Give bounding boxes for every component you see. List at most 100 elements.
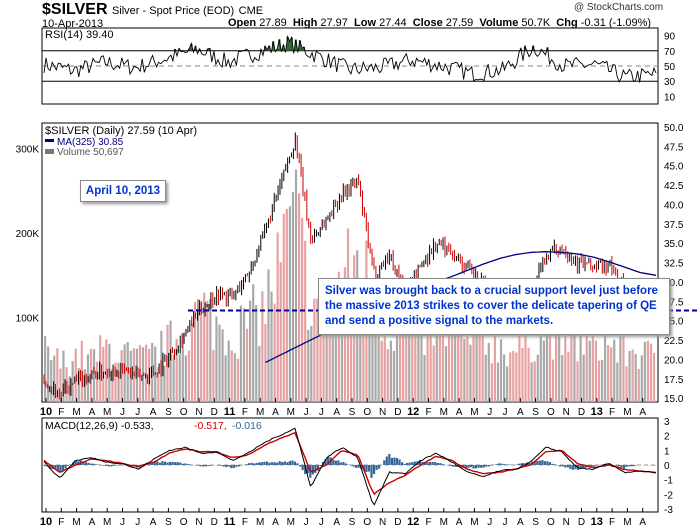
- callout-annotation: Silver was brought back to a crucial sup…: [318, 278, 670, 335]
- macd-histogram-bar: [311, 465, 314, 475]
- volume-bar: [607, 345, 610, 402]
- volume-bar: [117, 362, 120, 402]
- macd-histogram-bar: [523, 463, 526, 465]
- x-tick-label: M: [72, 517, 80, 528]
- macd-histogram-bar: [528, 462, 531, 465]
- volume-bar: [438, 315, 441, 402]
- price-y-tick-label: 45.0: [664, 162, 684, 173]
- rsi-line: [43, 35, 657, 83]
- macd-histogram-bar: [520, 463, 524, 465]
- volume-bar: [414, 313, 417, 402]
- macd-histogram-bar: [84, 462, 87, 465]
- volume-legend-swatch: [45, 149, 54, 154]
- volume-bar: [533, 361, 536, 402]
- x-tick-label: A: [517, 517, 524, 528]
- macd-histogram-bar: [324, 458, 327, 465]
- ma-legend-swatch: [45, 139, 54, 142]
- x-tick-label: A: [89, 517, 96, 528]
- volume-bar: [193, 301, 197, 402]
- macd-y-tick-label: 2: [664, 432, 670, 443]
- macd-histogram-bar: [622, 465, 626, 469]
- macd-histogram-bar: [617, 465, 620, 467]
- macd-histogram-bar: [153, 461, 156, 465]
- x-tick-label: D: [211, 407, 218, 418]
- volume-bar: [227, 340, 230, 402]
- macd-histogram-bar: [171, 461, 174, 465]
- volume-bar: [218, 324, 221, 402]
- macd-histogram-bar: [378, 465, 381, 469]
- macd-histogram-bar: [64, 465, 67, 469]
- x-tick-label: J: [135, 517, 140, 528]
- x-tick-label: S: [165, 517, 172, 528]
- macd-histogram-bar: [342, 461, 345, 465]
- volume-bar: [291, 191, 295, 402]
- macd-histogram-bar: [199, 465, 202, 467]
- macd-histogram-bar: [181, 463, 184, 465]
- volume-bar: [105, 339, 108, 402]
- x-tick-label: J: [304, 407, 309, 418]
- volume-bar: [460, 324, 463, 402]
- x-tick-label: J: [503, 407, 508, 418]
- x-axis-1: 10 F M A M J J A S O N D 11 F M A M J J A S O N D 12 F M A M J J A S O N D 1…: [40, 398, 646, 418]
- macd-histogram-bar: [360, 465, 363, 469]
- volume-bar: [371, 300, 374, 402]
- macd-histogram-bar: [383, 460, 386, 465]
- volume-bar: [576, 361, 579, 402]
- volume-bar: [441, 329, 444, 402]
- volume-bar: [405, 334, 408, 402]
- macd-histogram-bar: [536, 461, 539, 465]
- volume-bar: [340, 302, 344, 402]
- volume-bar: [245, 328, 249, 402]
- volume-bar: [377, 306, 380, 402]
- x-tick-label: J: [319, 407, 324, 418]
- macd-histogram-bar: [95, 464, 98, 465]
- volume-bar: [594, 340, 597, 402]
- volume-bar: [646, 340, 650, 402]
- macd-histogram-bar: [426, 462, 429, 465]
- volume-bar: [509, 352, 512, 402]
- volume-bar: [530, 362, 533, 402]
- macd-histogram-bar: [633, 465, 636, 467]
- x-tick-label: N: [563, 407, 570, 418]
- macd-histogram-bar: [61, 465, 65, 471]
- x-tick-label: J: [304, 517, 309, 528]
- x-tick-label: F: [242, 517, 248, 528]
- x-tick-label: A: [456, 517, 463, 528]
- volume-bar: [62, 350, 65, 402]
- volume-bar: [457, 330, 460, 402]
- volume-bar: [144, 344, 148, 402]
- macd-histogram-bar: [248, 463, 251, 465]
- low-label: Low: [354, 17, 377, 29]
- volume-bar: [68, 376, 71, 402]
- x-tick-label: N: [379, 517, 386, 528]
- volume-bar: [518, 330, 521, 402]
- volume-bar: [135, 348, 138, 402]
- volume-bar: [362, 288, 365, 402]
- volume-bar: [573, 328, 576, 402]
- macd-histogram-bar: [441, 464, 444, 465]
- volume-bar: [503, 354, 506, 402]
- macd-histogram-bar: [270, 462, 274, 465]
- volume-bar: [221, 329, 224, 402]
- x-tick-label: F: [242, 407, 248, 418]
- macd-histogram-bar: [390, 457, 393, 465]
- macd-histogram-bar: [293, 461, 297, 465]
- macd-histogram-bar: [602, 464, 605, 465]
- volume-bar: [386, 349, 389, 402]
- x-tick-label: 10: [40, 406, 52, 418]
- macd-histogram-bar: [319, 465, 322, 467]
- macd-histogram-bar: [304, 465, 307, 475]
- x-tick-label: J: [120, 517, 125, 528]
- rsi-y-tick-label: 50: [664, 62, 676, 73]
- macd-y-tick-label: -3: [664, 505, 673, 516]
- macd-histogram-bar: [344, 463, 348, 465]
- x-tick-label: 11: [224, 406, 236, 418]
- macd-histogram-bar: [166, 462, 169, 465]
- x-tick-label: A: [272, 517, 279, 528]
- volume-y-tick-label: 200K: [16, 229, 40, 240]
- macd-histogram-bar: [327, 456, 330, 465]
- price-y-tick-label: 27.5: [664, 297, 684, 308]
- exchange: CME: [238, 5, 264, 17]
- macd-histogram-bar: [546, 461, 549, 465]
